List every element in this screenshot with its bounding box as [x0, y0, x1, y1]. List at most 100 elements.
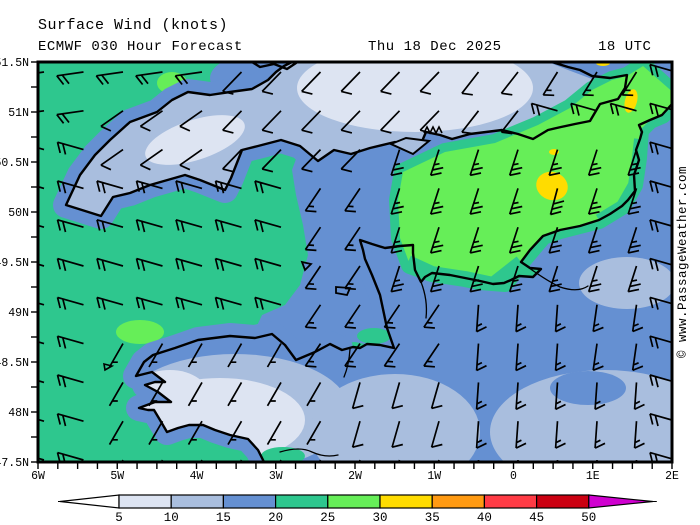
solent-harbours	[423, 125, 443, 135]
wind-barb	[301, 71, 322, 95]
wind-barb	[318, 459, 322, 462]
west-brittany-gust-patch	[116, 320, 164, 344]
wind-barb	[475, 382, 487, 411]
wind-barb	[304, 187, 322, 213]
wind-barb	[344, 226, 361, 252]
legend-band	[275, 494, 329, 509]
lat-tick-label: 48.5N	[0, 357, 29, 370]
wind-barb	[548, 149, 562, 177]
east-channel-strong-wind-region	[398, 63, 672, 283]
wind-barb	[108, 420, 124, 446]
wind-barb	[548, 226, 562, 254]
wind-barb	[96, 257, 124, 272]
wind-barb	[56, 296, 84, 310]
wind-barb	[187, 381, 203, 407]
map-body	[38, 62, 672, 462]
wind-barb	[135, 296, 163, 310]
legend-over-arrow	[588, 494, 653, 509]
legend-band	[431, 494, 486, 509]
france-medblue-spot	[550, 371, 626, 405]
wind-barb	[340, 149, 361, 173]
lat-tick-label: 47.5N	[0, 457, 29, 470]
wind-barb	[500, 71, 519, 96]
coastlines	[64, 62, 672, 462]
wind-barb	[592, 304, 604, 333]
wind-barb	[56, 109, 84, 124]
lat-tick-label: 51N	[8, 107, 29, 120]
wind-barb	[38, 109, 45, 113]
wind-barb	[581, 71, 598, 97]
wind-barb	[254, 218, 282, 233]
wind-barb	[635, 459, 638, 462]
wind-barb	[398, 459, 401, 462]
legend-value-label: 5	[115, 511, 123, 525]
wind-barb	[351, 382, 364, 410]
wind-barb	[38, 457, 45, 461]
wind-barb	[391, 382, 404, 410]
wind-barb	[214, 218, 242, 233]
isle-of-wight	[388, 136, 432, 156]
south-brittany-teal-patch	[261, 447, 305, 462]
wind-barb	[214, 180, 242, 194]
wind-barb	[261, 71, 282, 95]
wind-barb	[304, 343, 322, 368]
wind-barb	[351, 420, 364, 449]
wind-barb	[475, 304, 487, 333]
map-frame	[36, 60, 674, 464]
southeast-france-patch	[490, 370, 672, 462]
wind-barb	[56, 257, 84, 272]
wind-barb	[621, 71, 638, 97]
legend-under-arrow	[59, 494, 120, 509]
wind-barb	[38, 71, 45, 74]
wind-barb	[594, 382, 606, 411]
wind-barb	[266, 420, 282, 446]
wind-barb	[227, 420, 243, 446]
product-title: Surface Wind (knots)	[38, 17, 228, 34]
wind-barb	[515, 382, 527, 411]
lon-tick-label: 0	[510, 470, 517, 483]
model-forecast-label: ECMWF 030 Hour Forecast	[38, 39, 243, 55]
wind-barb	[344, 187, 361, 213]
wind-barb	[556, 459, 559, 462]
wind-barb	[174, 71, 203, 86]
wind-barb	[239, 459, 243, 462]
wind-barb	[38, 418, 45, 423]
wind-barb	[266, 343, 282, 368]
wind-barb	[419, 110, 440, 134]
wind-barb	[570, 102, 598, 116]
wind-barb	[340, 71, 361, 95]
wind-barb	[179, 148, 203, 171]
wind-barbs-layer	[38, 63, 672, 462]
lon-tick-label: 1E	[586, 470, 600, 483]
wind-barb	[423, 304, 440, 329]
south-england-lavender-patch	[297, 62, 533, 132]
wind-barb	[227, 381, 243, 407]
wind-barb	[508, 149, 523, 177]
wind-barb	[304, 265, 322, 291]
wind-barb	[222, 149, 243, 173]
wind-barb	[95, 71, 124, 86]
legend-value-label: 25	[320, 511, 335, 525]
wind-barb	[56, 412, 84, 427]
corner-teal-band	[640, 62, 672, 92]
blavet-river	[279, 448, 339, 457]
wind-barb	[461, 71, 480, 96]
england-interior-patches	[145, 62, 533, 165]
wind-speed-legend: 5 10 15 20 25 30 35 40 45 50	[58, 494, 657, 525]
wind-barb	[214, 257, 242, 272]
wind-barb	[554, 343, 566, 372]
wind-barb	[108, 381, 124, 407]
lon-tick-label: 6W	[31, 470, 45, 483]
wind-barb	[383, 343, 401, 368]
wind-barb	[135, 218, 163, 233]
wind-barb	[631, 343, 644, 372]
legend-value-label: 15	[216, 511, 231, 525]
guernsey-island	[300, 260, 313, 272]
lon-tick-label: 4W	[190, 470, 204, 483]
wind-barb	[383, 304, 401, 329]
legend-value-label: 10	[164, 511, 179, 525]
wind-barb	[175, 218, 203, 233]
coastline-wales-sliver	[250, 62, 298, 71]
